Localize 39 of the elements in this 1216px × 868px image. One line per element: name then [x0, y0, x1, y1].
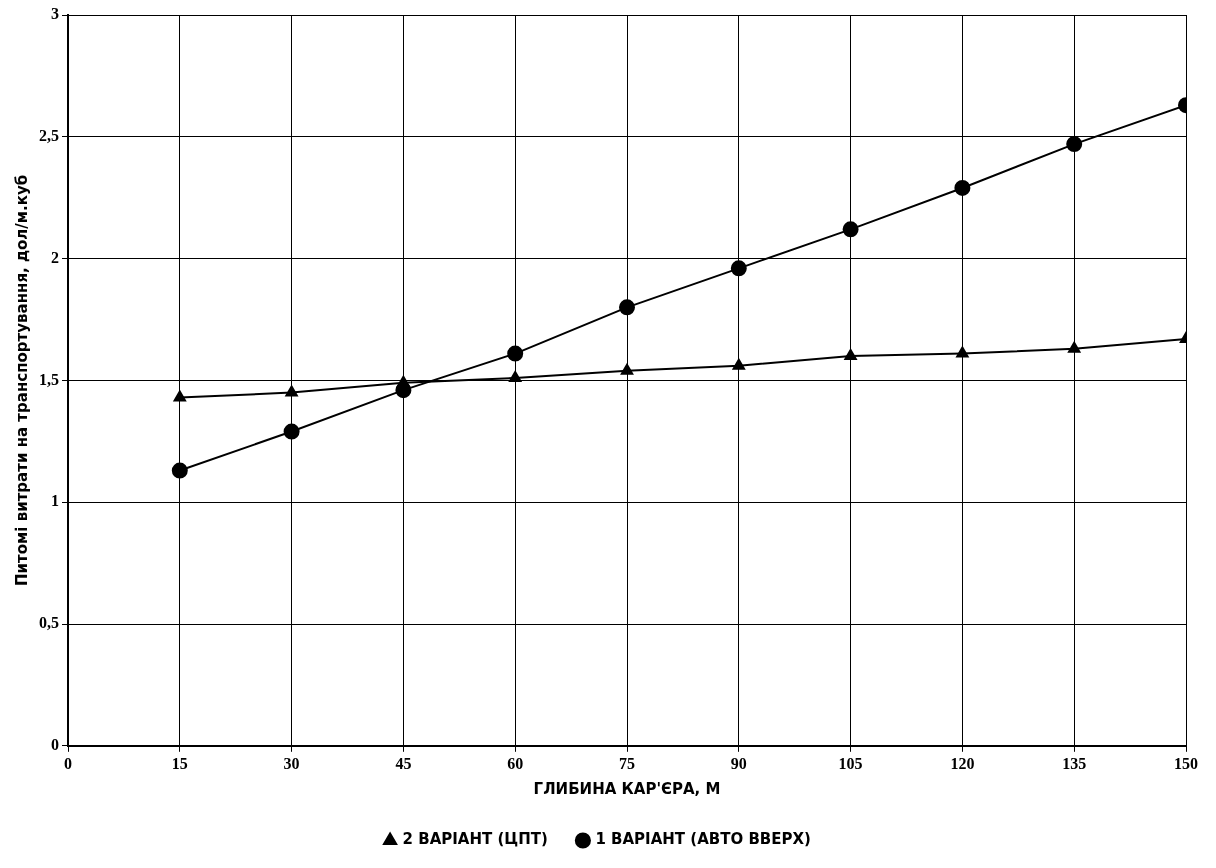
point [285, 385, 298, 397]
point [844, 349, 857, 361]
x-tick-label: 15 [171, 754, 188, 772]
x-tick-label: 150 [1174, 754, 1198, 772]
point [171, 462, 188, 479]
y-tick-label: 1 [51, 492, 59, 510]
point [1066, 136, 1083, 153]
point [619, 299, 635, 316]
legend-label: 2 ВАРІАНТ (ЦПТ) [402, 830, 548, 849]
y-tick-label: 0,5 [39, 614, 59, 632]
x-tick-label: 0 [64, 754, 72, 772]
point [283, 423, 300, 440]
point [842, 221, 859, 238]
point [1068, 341, 1081, 353]
x-tick-label: 90 [730, 754, 747, 772]
point [732, 358, 745, 370]
x-tick-label: 75 [619, 754, 635, 772]
point [620, 363, 634, 375]
point [509, 370, 522, 382]
x-tick-label: 60 [507, 754, 524, 772]
legend-label: 1 ВАРІАНТ (АВТО ВВЕРХ) [595, 830, 811, 849]
x-tick-label: 120 [950, 754, 975, 772]
point [173, 390, 186, 402]
point [954, 179, 971, 196]
point [397, 375, 410, 387]
y-tick-label: 2,5 [39, 126, 59, 144]
x-tick-label: 105 [838, 754, 863, 772]
y-tick-label: 3 [51, 5, 59, 23]
point [730, 260, 747, 277]
x-axis-title: ГЛИБИНА КАР'ЄРА, М [533, 779, 721, 798]
x-tick-label: 30 [283, 754, 300, 772]
y-tick-label: 2 [51, 248, 59, 266]
x-tick-label: 45 [395, 754, 412, 772]
y-axis-title: Питомі витрати на транспортування, дол/м.куб [12, 174, 31, 587]
y-tick-label: 0 [51, 735, 59, 753]
x-tick-label: 135 [1062, 754, 1087, 772]
point [956, 346, 969, 358]
y-tick-label: 1,5 [39, 370, 59, 388]
point [507, 345, 524, 362]
